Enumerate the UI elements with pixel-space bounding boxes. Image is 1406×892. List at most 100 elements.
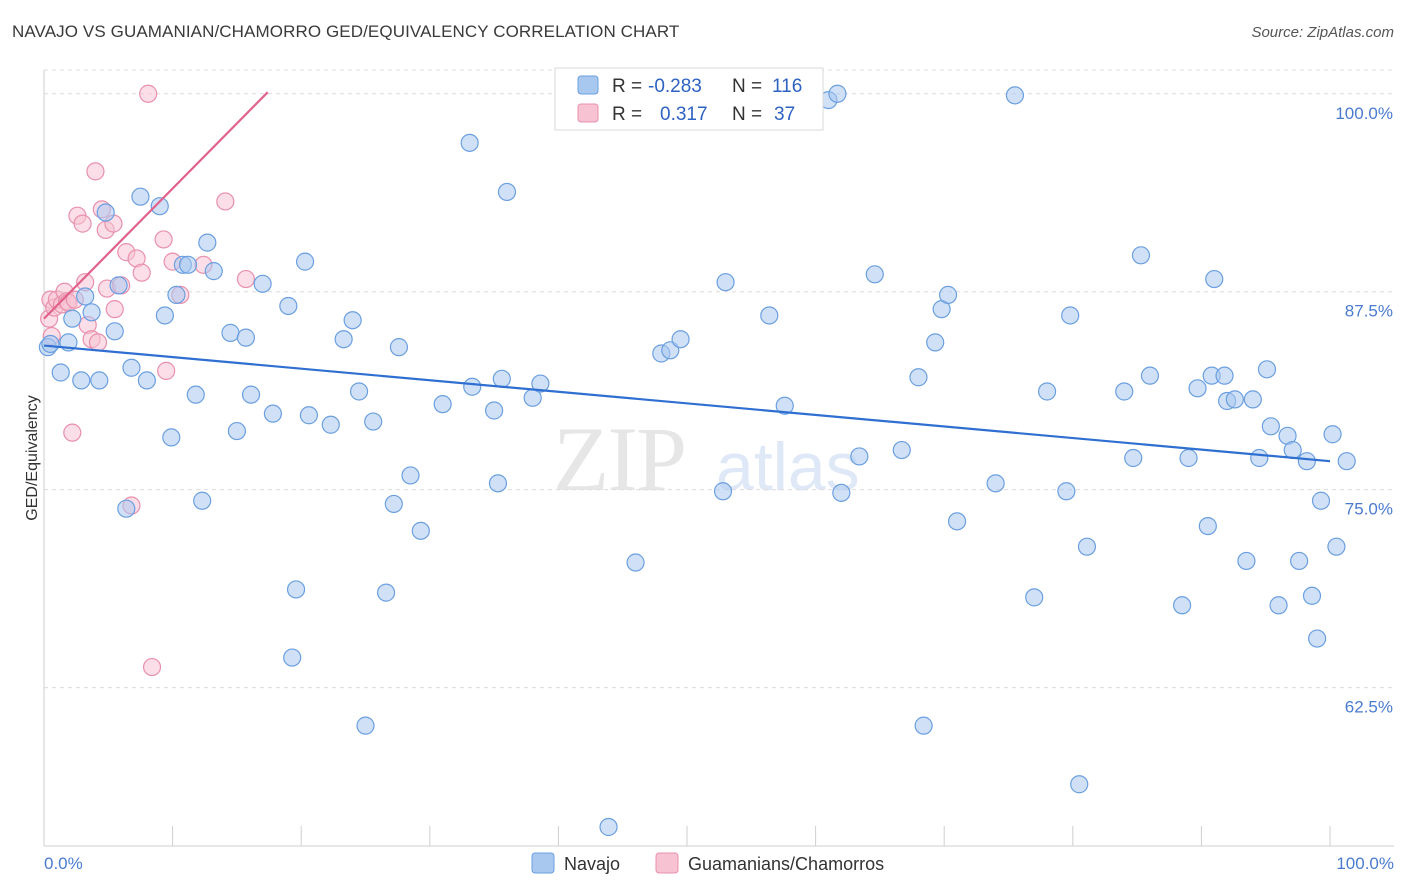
gridlines [44, 69, 1394, 689]
y-axis-title: GED/Equivalency [24, 395, 41, 520]
legend-guam-swatch [577, 103, 599, 123]
navajo-point-105 [1269, 596, 1288, 615]
navajo-point-44 [384, 494, 403, 514]
navajo-point-81 [1025, 588, 1044, 607]
navajo-point-24 [198, 233, 217, 252]
legend-guam-n-label: N = [732, 104, 762, 125]
watermark-zip: ZIP [553, 408, 685, 510]
navajo-point-110 [1302, 586, 1322, 605]
navajo-point-104 [1261, 417, 1280, 436]
navajo-point-83 [1057, 482, 1076, 501]
navajo-point-54 [497, 182, 517, 202]
navajo-point-33 [283, 648, 302, 667]
navajo-point-85 [1070, 775, 1089, 794]
navajo-point-22 [186, 385, 205, 404]
navajo-point-49 [460, 133, 479, 152]
guam-point-28 [154, 230, 173, 249]
navajo-point-52 [488, 474, 508, 493]
navajo-point-26 [221, 323, 240, 342]
navajo-point-97 [1215, 366, 1234, 385]
legend-navajo-n: 116 [772, 76, 802, 97]
guam-point-25 [132, 263, 151, 282]
navajo-points [38, 84, 1356, 837]
navajo-point-66 [775, 396, 794, 415]
navajo-point-99 [1225, 390, 1244, 409]
navajo-point-53 [492, 369, 511, 388]
y-tick-label-0: 62.5% [1345, 698, 1393, 717]
navajo-point-88 [1124, 448, 1143, 468]
guam-trendline [43, 91, 269, 320]
y-tick-labels: 62.5% 75.0% 87.5% 100.0% [1335, 104, 1393, 717]
navajo-point-9 [96, 203, 115, 222]
navajo-point-79 [986, 474, 1005, 493]
bottom-legend-guam-label: Guamanians/Chamorros [688, 854, 884, 874]
guam-point-14 [86, 162, 105, 181]
navajo-point-72 [892, 440, 911, 460]
navajo-point-78 [947, 512, 967, 531]
navajo-point-115 [1337, 452, 1356, 471]
legend-navajo-n-label: N = [732, 76, 762, 97]
watermark: ZIP atlas [553, 408, 860, 510]
navajo-point-91 [1173, 596, 1192, 615]
guam-point-29 [157, 361, 176, 380]
navajo-point-25 [204, 262, 223, 281]
navajo-point-57 [599, 817, 618, 837]
guam-point-8 [63, 423, 82, 442]
navajo-point-29 [241, 385, 261, 404]
legend-guam-r-label: R = [612, 104, 642, 125]
navajo-point-32 [279, 296, 298, 316]
navajo-point-1 [41, 334, 60, 354]
bottom-legend-navajo-label: Navajo [564, 854, 620, 874]
navajo-point-5 [72, 371, 91, 390]
bottom-legend-guam-swatch [655, 852, 679, 874]
navajo-point-108 [1290, 551, 1309, 571]
navajo-point-60 [661, 341, 680, 360]
navajo-point-42 [364, 412, 383, 431]
navajo-point-111 [1308, 629, 1327, 648]
navajo-point-17 [155, 306, 174, 325]
legend-guam-r: 0.317 [660, 104, 708, 125]
navajo-point-12 [117, 499, 136, 518]
navajo-point-77 [938, 285, 958, 304]
navajo-point-74 [914, 716, 933, 735]
bottom-legend: Navajo Guamanians/Chamorros [531, 852, 884, 874]
navajo-point-43 [376, 583, 396, 602]
navajo-point-100 [1237, 551, 1256, 571]
x-tick-label-min: 0.0% [44, 854, 83, 873]
navajo-point-113 [1323, 425, 1342, 444]
legend-guam-n: 37 [774, 104, 795, 125]
navajo-point-71 [865, 265, 884, 284]
navajo-point-8 [90, 371, 109, 390]
navajo-point-10 [105, 322, 124, 341]
navajo-point-45 [389, 338, 409, 357]
y-tick-label-2: 87.5% [1345, 302, 1393, 321]
x-tick-label-max: 100.0% [1336, 854, 1394, 873]
navajo-point-40 [349, 382, 369, 401]
navajo-point-82 [1037, 382, 1057, 401]
legend: R = -0.283 N = 116 R = 0.317 N = 37 [554, 67, 824, 131]
navajo-point-28 [236, 328, 256, 347]
guam-point-33 [216, 192, 235, 211]
navajo-point-75 [926, 333, 945, 352]
navajo-point-37 [321, 415, 340, 434]
navajo-point-21 [178, 255, 198, 274]
navajo-point-27 [227, 421, 246, 441]
navajo-point-65 [760, 306, 779, 325]
navajo-point-19 [167, 285, 186, 304]
navajo-point-89 [1131, 246, 1151, 265]
navajo-point-114 [1327, 537, 1346, 556]
navajo-point-93 [1188, 379, 1207, 398]
navajo-point-34 [286, 580, 306, 599]
chart-title: NAVAJO VS GUAMANIAN/CHAMORRO GED/EQUIVAL… [12, 22, 680, 41]
legend-navajo-r-label: R = [612, 76, 642, 97]
navajo-point-47 [411, 521, 430, 540]
guam-point-26 [139, 84, 158, 103]
navajo-point-16 [150, 197, 169, 216]
navajo-point-68 [828, 84, 847, 103]
guam-point-34 [236, 269, 256, 289]
y-tick-label-1: 75.0% [1345, 500, 1393, 519]
navajo-point-11 [109, 276, 128, 295]
navajo-point-7 [82, 303, 101, 322]
navajo-point-84 [1061, 306, 1080, 325]
